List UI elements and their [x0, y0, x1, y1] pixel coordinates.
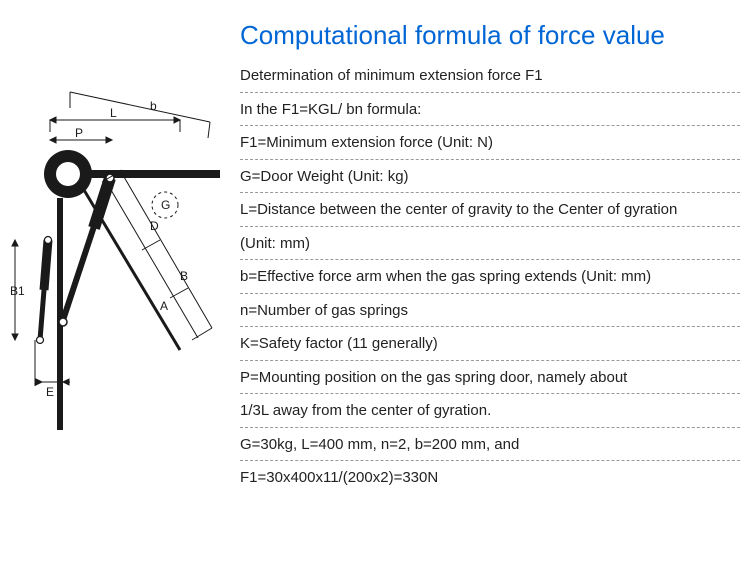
- formula-line: L=Distance between the center of gravity…: [240, 193, 740, 227]
- formula-line: 1/3L away from the center of gyration.: [240, 394, 740, 428]
- text-column: Computational formula of force value Det…: [235, 20, 740, 542]
- label-G: G: [161, 198, 170, 212]
- label-B1: B1: [10, 284, 25, 298]
- label-E: E: [46, 385, 54, 399]
- formula-line: G=Door Weight (Unit: kg): [240, 160, 740, 194]
- label-B: B: [180, 269, 188, 283]
- label-b: b: [150, 99, 157, 113]
- label-D: D: [150, 219, 159, 233]
- formula-line: F1=Minimum extension force (Unit: N): [240, 126, 740, 160]
- formula-line: Determination of minimum extension force…: [240, 59, 740, 93]
- formula-line: In the F1=KGL/ bn formula:: [240, 93, 740, 127]
- formula-line: G=30kg, L=400 mm, n=2, b=200 mm, and: [240, 428, 740, 462]
- formula-line: (Unit: mm): [240, 227, 740, 261]
- label-L: L: [110, 106, 117, 120]
- gas-spring-diagram: b L P G: [10, 90, 220, 430]
- formula-line: F1=30x400x11/(200x2)=330N: [240, 461, 740, 494]
- label-A: A: [160, 299, 168, 313]
- formula-line: K=Safety factor (11 generally): [240, 327, 740, 361]
- formula-line: n=Number of gas springs: [240, 294, 740, 328]
- page-title: Computational formula of force value: [240, 20, 740, 51]
- label-P: P: [75, 126, 83, 140]
- diagram-column: b L P G: [10, 20, 235, 542]
- formula-line: P=Mounting position on the gas spring do…: [240, 361, 740, 395]
- formula-line: b=Effective force arm when the gas sprin…: [240, 260, 740, 294]
